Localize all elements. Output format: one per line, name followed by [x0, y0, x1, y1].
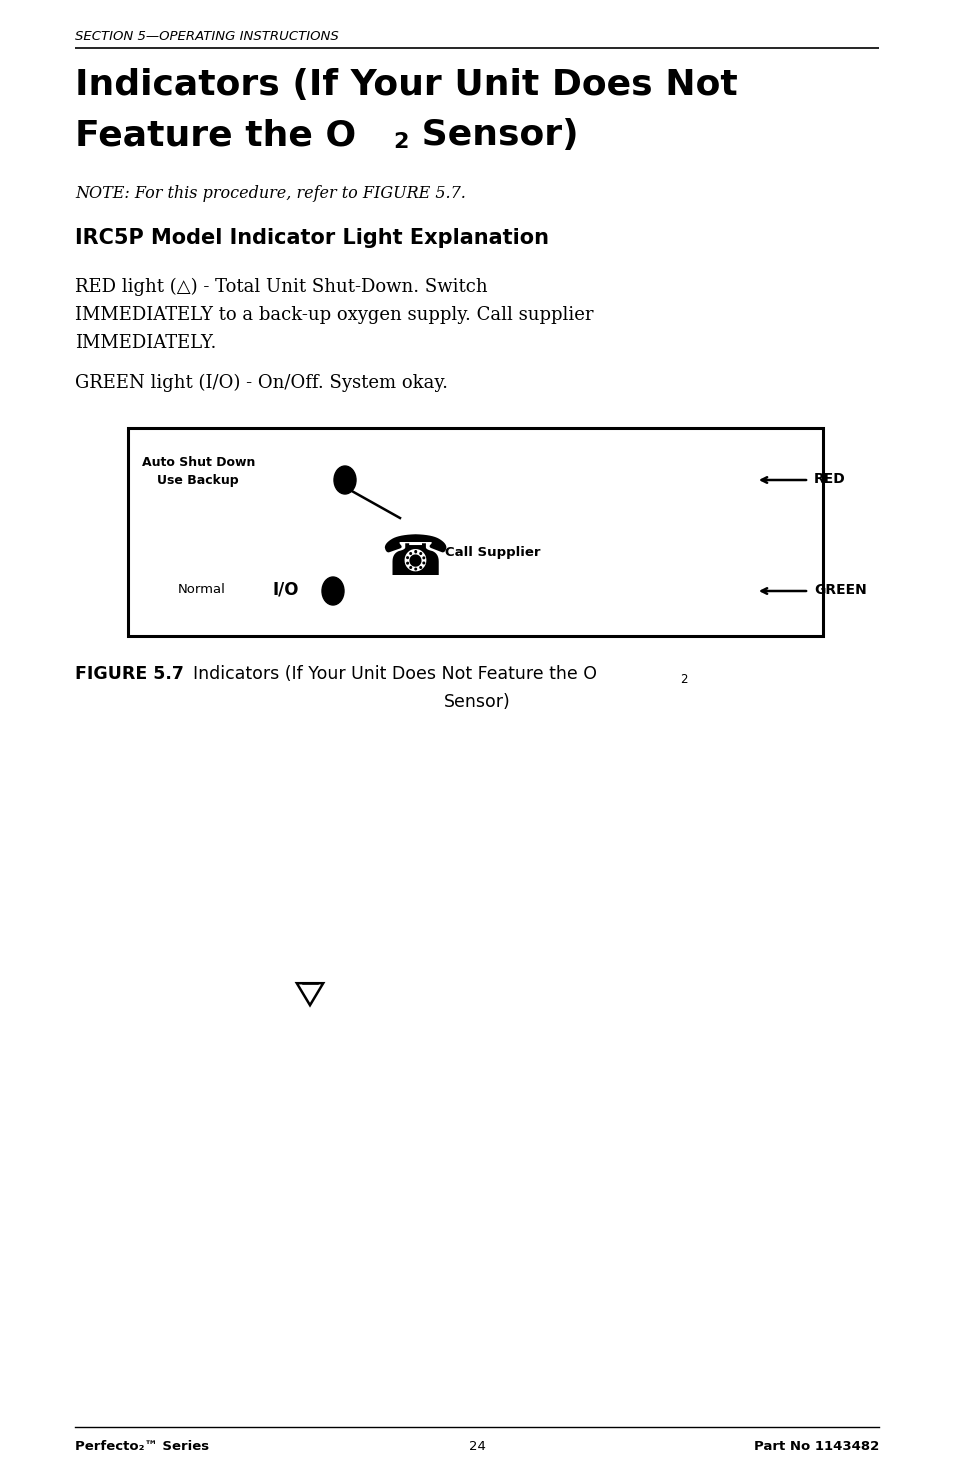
Text: Use Backup: Use Backup: [157, 473, 238, 487]
Text: ☎: ☎: [380, 532, 449, 587]
Text: 2: 2: [679, 673, 687, 686]
Text: Call Supplier: Call Supplier: [444, 546, 540, 559]
Text: SECTION 5—OPERATING INSTRUCTIONS: SECTION 5—OPERATING INSTRUCTIONS: [75, 30, 338, 43]
Text: Feature the O: Feature the O: [75, 118, 355, 152]
Text: RED light (△) - Total Unit Shut-Down. Switch: RED light (△) - Total Unit Shut-Down. Sw…: [75, 277, 487, 296]
Ellipse shape: [322, 577, 344, 605]
Text: RED: RED: [813, 472, 845, 485]
Text: IMMEDIATELY.: IMMEDIATELY.: [75, 333, 216, 353]
Text: Part No 1143482: Part No 1143482: [753, 1440, 878, 1453]
Text: Indicators (If Your Unit Does Not Feature the O: Indicators (If Your Unit Does Not Featur…: [193, 665, 597, 683]
Text: GREEN: GREEN: [813, 583, 866, 597]
Text: Sensor): Sensor): [409, 118, 578, 152]
Text: Normal: Normal: [178, 583, 226, 596]
Text: GREEN light (I/O) - On/Off. System okay.: GREEN light (I/O) - On/Off. System okay.: [75, 375, 448, 392]
Text: 24: 24: [468, 1440, 485, 1453]
Text: IMMEDIATELY to a back-up oxygen supply. Call supplier: IMMEDIATELY to a back-up oxygen supply. …: [75, 305, 593, 324]
Text: I/O: I/O: [273, 580, 299, 597]
Text: IRC5P Model Indicator Light Explanation: IRC5P Model Indicator Light Explanation: [75, 229, 548, 248]
Text: FIGURE 5.7: FIGURE 5.7: [75, 665, 184, 683]
Text: Indicators (If Your Unit Does Not: Indicators (If Your Unit Does Not: [75, 68, 737, 102]
Text: Sensor): Sensor): [443, 693, 510, 711]
Text: NOTE: For this procedure, refer to FIGURE 5.7.: NOTE: For this procedure, refer to FIGUR…: [75, 184, 465, 202]
Text: Perfecto₂™ Series: Perfecto₂™ Series: [75, 1440, 209, 1453]
Bar: [128, 428, 822, 636]
Ellipse shape: [334, 466, 355, 494]
Text: Auto Shut Down: Auto Shut Down: [142, 456, 255, 469]
Text: 2: 2: [393, 131, 408, 152]
